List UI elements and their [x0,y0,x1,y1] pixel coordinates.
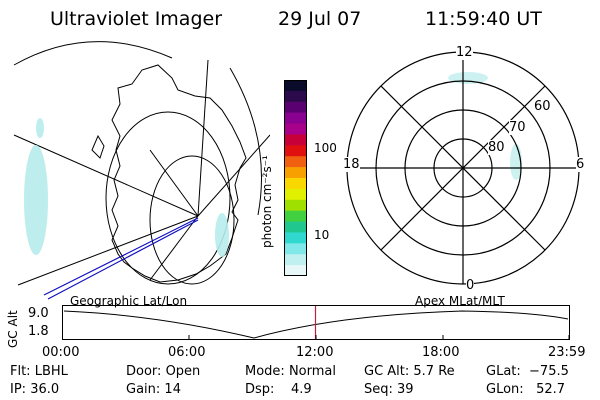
timeline-y-axis-label: GC Alt [6,310,20,348]
status-mode-label: Mode: [245,364,285,379]
date-label: 29 Jul 07 [278,8,362,30]
status-mode-value: Normal [288,364,336,379]
colorbar-swatch [284,156,307,168]
polar-plot [346,51,580,285]
map-horizon-arc [229,67,262,216]
colorbar-swatch [284,265,307,276]
orbit-track [47,219,199,300]
status-door-value: Open [165,364,201,379]
status-door-label: Door: [126,364,162,379]
meridian-line [13,134,199,217]
status-ip-label: IP: [10,382,27,397]
colorbar-swatch [284,243,307,255]
status-dsp-label: Dsp: [245,382,275,397]
status-glon-label: GLon: [486,382,524,397]
status-glat-value: −75.5 [529,364,569,379]
colorbar-swatch [284,232,307,244]
status-door: Door: Open [126,364,200,379]
timeline-x-tick-0600: 06:00 [168,345,206,360]
mlt-line [380,85,546,251]
status-flt-label: Flt: [10,364,31,379]
timeline-plot [62,305,570,340]
meridian-line [149,215,199,281]
timeline-y-tick-low: 1.8 [28,324,49,339]
colorbar-swatch [284,188,307,201]
coastline [111,64,247,283]
instrument-title: Ultraviolet Imager [50,8,223,30]
colorbar-swatch [284,199,307,212]
geographic-map [13,41,270,300]
status-dsp-value: 4.9 [290,382,312,397]
lat-circle [149,155,235,285]
status-gcalt-value: 5.7 Re [413,364,455,379]
colorbar-swatch [284,90,307,103]
timeline-x-tick-2359: 23:59 [548,345,586,360]
status-flt: Flt: LBHL [10,364,68,379]
coastline-island [91,134,105,159]
timeline-x-tick-1800: 18:00 [422,345,460,360]
lat-label-80: 80 [488,140,505,155]
status-glat: GLat: −75.5 [486,364,569,379]
colorbar-swatch [284,254,307,266]
mlt-label-18: 18 [343,157,360,172]
lat-label-70: 70 [509,120,526,135]
colorbar [284,80,307,276]
colorbar-tick-100: 100 [314,141,337,155]
status-ip-value: 36.0 [30,382,60,397]
status-ip: IP: 36.0 [10,382,59,397]
colorbar-swatch [284,210,307,223]
timeline-y-tick-high: 9.0 [28,306,49,321]
status-gain-label: Gain: [126,382,161,397]
time-label: 11:59:40 UT [425,8,542,30]
status-glon: GLon: 52.7 [486,382,565,397]
orbit-track [43,217,199,296]
meridian-line [197,59,209,217]
status-mode: Mode: Normal [245,364,336,379]
colorbar-swatch [284,221,307,234]
timeline-left-label: Geographic Lat/Lon [70,294,188,308]
status-glon-value: 52.7 [536,382,566,397]
colorbar-unit-label: photon cm⁻²s⁻¹ [260,155,274,248]
status-glat-label: GLat: [486,364,521,379]
aurora-emission [24,118,229,257]
status-dsp: Dsp: 4.9 [245,382,312,397]
timeline-frame [62,305,570,340]
timeline-right-label: Apex MLat/MLT [415,294,505,308]
colorbar-swatch [284,123,307,136]
timeline-x-tick-1200: 12:00 [296,345,334,360]
colorbar-swatch [284,145,307,157]
meridian-line [17,215,199,286]
mlt-label-0: 0 [466,278,475,293]
status-gain: Gain: 14 [126,382,181,397]
status-flt-value: LBHL [34,364,68,379]
colorbar-swatch [284,167,307,179]
status-gcalt: GC Alt: 5.7 Re [364,364,455,379]
colorbar-swatch [284,101,307,114]
status-seq: Seq: 39 [364,382,414,397]
mlt-label-12: 12 [456,45,473,60]
lat-circle [105,111,231,285]
colorbar-tick-10: 10 [314,228,330,242]
status-seq-label: Seq: [364,382,393,397]
colorbar-swatch [284,134,307,146]
status-gcalt-label: GC Alt: [364,364,410,379]
lat-label-60: 60 [534,99,551,114]
mlt-label-6: 6 [576,157,585,172]
colorbar-swatch [284,178,307,190]
colorbar-swatch [284,112,307,125]
colorbar-swatch [284,80,307,92]
status-seq-value: 39 [397,382,414,397]
altitude-curve [63,310,569,339]
timeline-x-tick-0000: 00:00 [42,345,80,360]
status-gain-value: 14 [164,382,181,397]
map-horizon-arc [13,41,173,66]
meridian-line [149,149,199,217]
meridian-line [197,134,270,217]
